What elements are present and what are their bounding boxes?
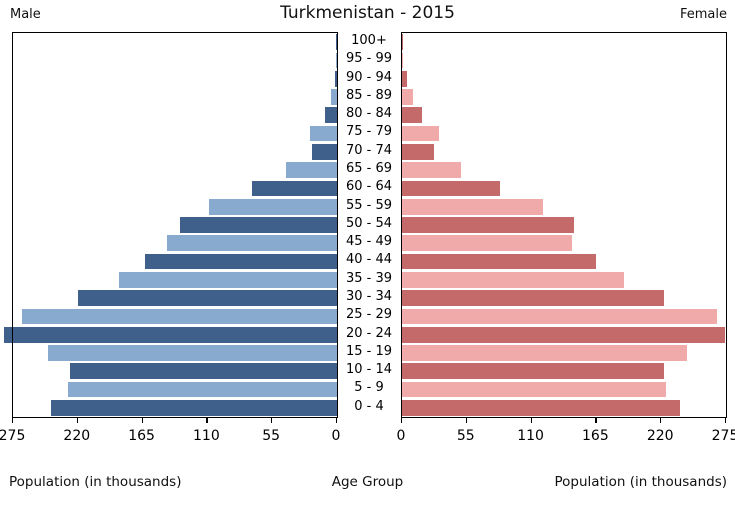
age-group-label: 10 - 14 xyxy=(345,362,393,378)
x-axis-tick xyxy=(271,417,273,423)
male-bar xyxy=(309,125,337,142)
x-axis-tick xyxy=(725,417,727,423)
age-group-label: 75 - 79 xyxy=(345,124,393,140)
female-bar xyxy=(402,326,725,343)
age-group-label: 20 - 24 xyxy=(345,325,393,341)
female-series-label: Female xyxy=(679,7,727,22)
male-bar xyxy=(252,180,337,197)
x-axis-tick xyxy=(336,417,338,423)
female-bar xyxy=(402,125,439,142)
age-group-label: 85 - 89 xyxy=(345,87,393,103)
male-bar xyxy=(167,235,337,252)
age-group-label: 30 - 34 xyxy=(345,289,393,304)
x-axis-tick xyxy=(12,417,14,423)
x-axis-tick xyxy=(206,417,208,423)
age-group-label: 40 - 44 xyxy=(345,252,393,268)
x-axis-tick xyxy=(465,417,468,423)
male-bar xyxy=(335,34,337,50)
female-bar xyxy=(402,180,500,197)
age-group-label: 65 - 69 xyxy=(345,161,393,176)
female-plot-area xyxy=(401,32,727,418)
age-group-label: 100+ xyxy=(351,33,387,48)
x-axis-tick xyxy=(660,417,662,423)
x-axis-tick-label: 0 xyxy=(331,428,341,444)
male-bar xyxy=(22,308,337,325)
female-bar xyxy=(402,345,688,361)
female-bar xyxy=(402,308,717,325)
male-bar xyxy=(48,345,337,361)
female-bar xyxy=(402,198,544,215)
age-group-axis-title: Age Group xyxy=(331,474,404,490)
male-bar xyxy=(312,144,337,160)
x-axis-tick-label: 220 xyxy=(63,428,91,444)
x-axis-tick-label: 55 xyxy=(262,428,281,444)
male-axis-title: Population (in thousands) xyxy=(9,474,182,490)
male-series-label: Male xyxy=(10,7,41,22)
age-group-label: 5 - 9 xyxy=(354,380,384,396)
x-axis-tick-label: 165 xyxy=(582,428,609,444)
x-axis-tick-label: 275 xyxy=(711,428,735,444)
female-bar xyxy=(402,89,413,105)
male-bar xyxy=(334,70,337,87)
x-axis-tick xyxy=(530,417,532,423)
male-bar xyxy=(180,217,337,233)
female-axis-title: Population (in thousands) xyxy=(554,474,727,490)
age-group-label: 80 - 84 xyxy=(345,106,393,122)
male-bar xyxy=(68,381,337,398)
age-group-label: 60 - 64 xyxy=(345,179,393,195)
age-group-axis: 100+ 95 - 99 90 - 94 85 - 89 80 - 84 75 - 79 7… xyxy=(337,32,401,416)
age-group-label: 15 - 19 xyxy=(345,343,393,359)
age-group-label: 35 - 39 xyxy=(345,270,393,286)
age-group-label: 45 - 49 xyxy=(345,234,393,250)
x-axis-tick-label: 0 xyxy=(396,428,406,444)
male-bar xyxy=(208,198,337,215)
female-bar xyxy=(402,34,404,50)
x-axis-tick xyxy=(76,417,79,423)
x-axis-tick-label: 165 xyxy=(128,428,155,444)
x-axis-tick-label: 110 xyxy=(517,428,544,444)
x-axis-tick-label: 110 xyxy=(193,428,220,444)
female-bar xyxy=(402,144,434,160)
male-bar xyxy=(335,52,337,69)
female-bar xyxy=(402,253,597,270)
x-axis-tick-label: 220 xyxy=(646,428,674,444)
age-group-label: 25 - 29 xyxy=(345,307,393,323)
x-axis-tick xyxy=(595,417,597,423)
x-axis-tick xyxy=(141,417,143,423)
x-axis-tick-label: 55 xyxy=(456,428,475,444)
male-bar xyxy=(77,290,337,306)
female-bar xyxy=(402,400,681,416)
age-group-label: 90 - 94 xyxy=(345,69,393,85)
female-bar xyxy=(402,162,461,178)
female-bar xyxy=(402,217,574,233)
male-bar xyxy=(69,363,337,380)
age-group-label: 50 - 54 xyxy=(345,215,393,231)
male-plot-area xyxy=(3,32,338,418)
x-axis-tick-label: 275 xyxy=(0,428,26,444)
female-bar xyxy=(402,107,422,124)
male-bar xyxy=(331,89,337,105)
female-bar xyxy=(402,381,666,398)
female-bar xyxy=(402,235,572,252)
male-plot-left-spine xyxy=(11,33,13,417)
female-bar xyxy=(402,290,664,306)
age-group-label: 70 - 74 xyxy=(345,142,393,158)
female-bar xyxy=(402,363,664,380)
male-bar xyxy=(50,400,337,416)
male-bar xyxy=(119,272,337,288)
female-bar xyxy=(402,70,407,87)
male-bar xyxy=(325,107,337,124)
female-bar xyxy=(402,52,404,69)
female-bar xyxy=(402,272,624,288)
x-axis-tick xyxy=(401,417,403,423)
age-group-label: 55 - 59 xyxy=(345,197,393,213)
chart-title: Turkmenistan - 2015 xyxy=(280,3,455,23)
male-bar xyxy=(286,162,337,178)
male-bar xyxy=(3,326,337,343)
male-bar xyxy=(145,253,337,270)
age-group-label: 0 - 4 xyxy=(354,398,384,414)
age-group-label: 95 - 99 xyxy=(345,51,393,67)
